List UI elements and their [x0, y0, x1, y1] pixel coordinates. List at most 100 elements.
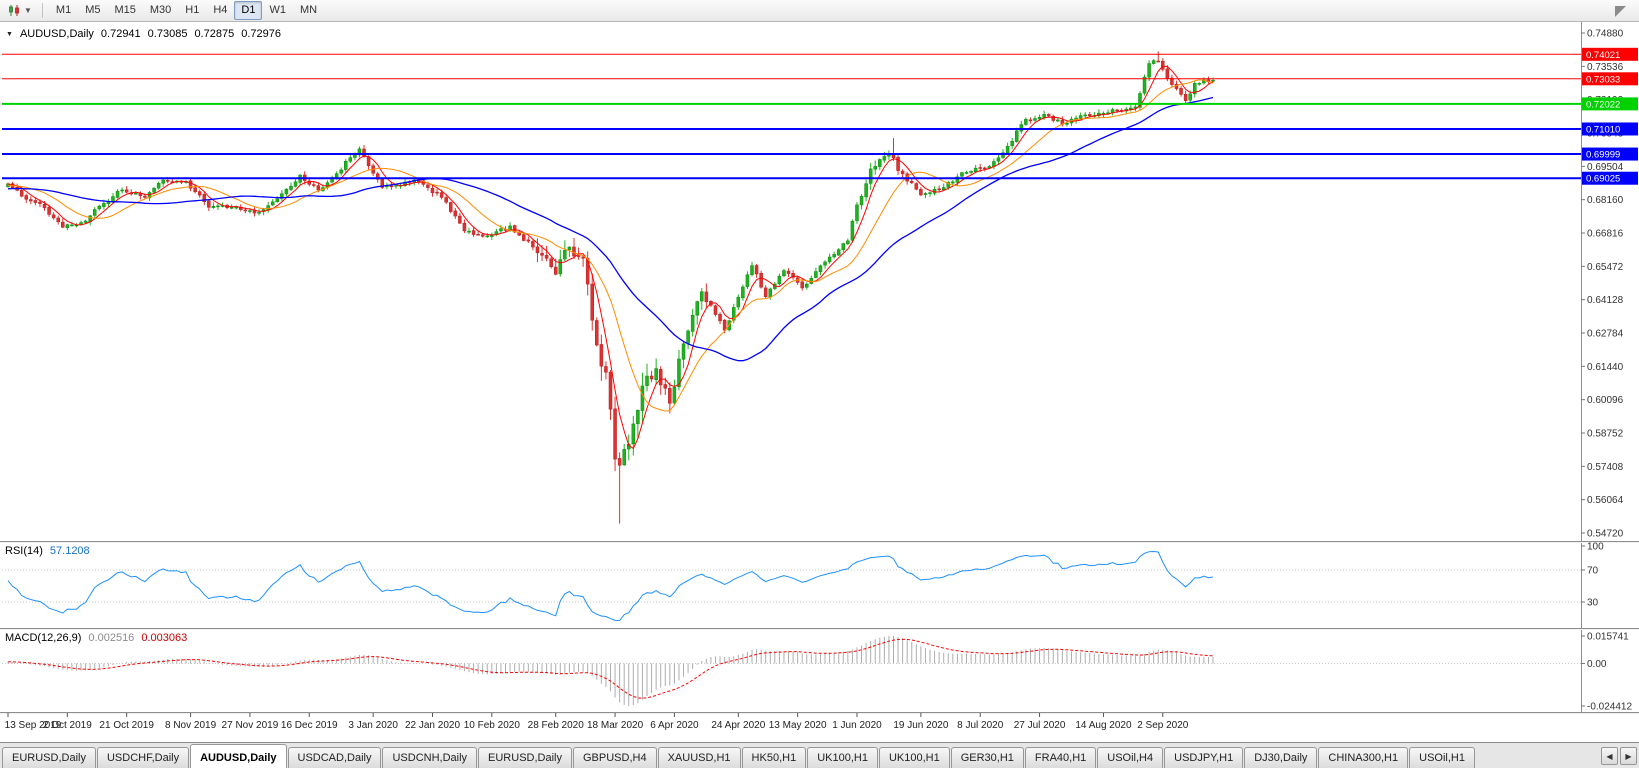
- timeframe-button-m5[interactable]: M5: [85, 4, 101, 16]
- timeframe-button-m15[interactable]: M15: [114, 4, 136, 16]
- svg-text:3 Jan 2020: 3 Jan 2020: [348, 720, 398, 731]
- chart-tab-hk50-h1[interactable]: HK50,H1: [741, 747, 807, 768]
- chart-tab-usdcnh-daily[interactable]: USDCNH,Daily: [382, 747, 478, 768]
- svg-text:8 Nov 2019: 8 Nov 2019: [165, 720, 217, 731]
- chart-tab-gbpusd-h4[interactable]: GBPUSD,H4: [573, 747, 657, 768]
- svg-text:0.73033: 0.73033: [1586, 74, 1620, 85]
- svg-text:2 Oct 2019: 2 Oct 2019: [43, 720, 92, 731]
- toolbar-separator: [41, 3, 43, 18]
- timeframe-button-h4[interactable]: H4: [213, 4, 228, 16]
- chart-tab-usdchf-daily[interactable]: USDCHF,Daily: [96, 747, 190, 768]
- chart-tab-usdjpy-h1[interactable]: USDJPY,H1: [1164, 747, 1244, 768]
- chart-area[interactable]: 0.748800.735360.721920.708480.695040.681…: [0, 22, 1639, 742]
- chart-tab-ger30-h1[interactable]: GER30,H1: [950, 747, 1024, 768]
- chart-tab-usdcad-daily[interactable]: USDCAD,Daily: [287, 747, 382, 768]
- macd-histogram-layer: [7, 636, 1214, 706]
- tabs-scroll-left-button[interactable]: ◀: [1601, 747, 1618, 765]
- svg-text:2 Sep 2020: 2 Sep 2020: [1137, 720, 1189, 731]
- svg-text:0.015741: 0.015741: [1587, 632, 1629, 643]
- svg-text:19 Jun 2020: 19 Jun 2020: [893, 720, 948, 731]
- svg-text:0.62784: 0.62784: [1587, 329, 1624, 340]
- svg-text:0.64128: 0.64128: [1587, 295, 1624, 306]
- chart-tabs: EURUSD,Daily USDCHF,Daily AUDUSD,Daily USDC…: [2, 743, 1520, 768]
- timeframe-button-d1[interactable]: D1: [234, 1, 263, 20]
- svg-text:0.71010: 0.71010: [1586, 124, 1620, 135]
- svg-text:27 Jul 2020: 27 Jul 2020: [1014, 720, 1066, 731]
- svg-text:21 Oct 2019: 21 Oct 2019: [99, 720, 154, 731]
- chevron-down-icon: ▼: [24, 5, 32, 15]
- svg-text:8 Jul 2020: 8 Jul 2020: [957, 720, 1004, 731]
- rsi-panel: 100 70 30: [2, 542, 1604, 609]
- svg-text:0.65472: 0.65472: [1587, 262, 1624, 273]
- candles-layer: [6, 51, 1215, 524]
- timeframe-button-w1[interactable]: W1: [269, 4, 286, 16]
- timeframe-button-m1[interactable]: M1: [55, 4, 72, 16]
- timeframe-button-m30[interactable]: M30: [149, 4, 172, 16]
- candlestick-chart-icon: [9, 5, 19, 16]
- svg-text:0.69999: 0.69999: [1586, 150, 1620, 161]
- svg-text:6 Apr 2020: 6 Apr 2020: [650, 720, 699, 731]
- level-lines-layer: [2, 53, 1581, 180]
- svg-text:28 Feb 2020: 28 Feb 2020: [528, 720, 585, 731]
- rsi-line-layer: [7, 550, 1214, 622]
- chart-tab-audusd-daily[interactable]: AUDUSD,Daily: [190, 744, 287, 768]
- timeframe-button-h1[interactable]: H1: [185, 4, 200, 16]
- chart-tab-eurusd-daily[interactable]: EURUSD,Daily: [478, 747, 572, 768]
- ma-fast-line: [7, 65, 1214, 450]
- svg-text:27 Nov 2019: 27 Nov 2019: [222, 720, 279, 731]
- svg-text:14 Aug 2020: 14 Aug 2020: [1075, 720, 1132, 731]
- chart-type-button[interactable]: ▼: [4, 2, 36, 19]
- svg-text:100: 100: [1587, 542, 1604, 553]
- timeframe-button-mn[interactable]: MN: [299, 4, 318, 16]
- svg-text:0.60096: 0.60096: [1587, 395, 1624, 406]
- rsi-line: [7, 550, 1214, 622]
- svg-text:22 Jan 2020: 22 Jan 2020: [405, 720, 460, 731]
- chart-tab-fra40-h1[interactable]: FRA40,H1: [1024, 747, 1097, 768]
- chart-tab-xauusd-h1[interactable]: XAUUSD,H1: [657, 747, 741, 768]
- chart-tab-china300-h1[interactable]: CHINA300,H1: [1318, 747, 1409, 768]
- svg-text:0.74021: 0.74021: [1586, 50, 1620, 61]
- price-tags-layer: 0.74021 0.73033 0.72022 0.71010 0.69999 0.690…: [1582, 47, 1638, 185]
- timeframe-toolbar: ▼ M1 M5 M15 M30 H1 H4 D1 W1 MN: [0, 0, 1639, 22]
- svg-text:16 Dec 2019: 16 Dec 2019: [281, 720, 338, 731]
- tabs-scroll-right-button[interactable]: ▶: [1620, 747, 1637, 765]
- price-chart-canvas: 0.748800.735360.721920.708480.695040.681…: [0, 22, 1639, 742]
- svg-text:13 May 2020: 13 May 2020: [769, 720, 827, 731]
- chart-shift-marker: [1615, 6, 1626, 17]
- svg-text:0.73536: 0.73536: [1587, 62, 1624, 73]
- macd-panel: 0.015741 0.00 -0.024412: [2, 632, 1632, 713]
- svg-text:0.69025: 0.69025: [1586, 174, 1620, 185]
- chart-tab-bar: EURUSD,Daily USDCHF,Daily AUDUSD,Daily USDC…: [0, 742, 1639, 768]
- chart-tab-uk100-h1[interactable]: UK100,H1: [807, 747, 878, 768]
- tab-scroll-buttons: ◀ ▶: [1601, 747, 1637, 765]
- svg-text:0.61440: 0.61440: [1587, 362, 1624, 373]
- svg-text:0.69504: 0.69504: [1587, 162, 1624, 173]
- svg-text:10 Feb 2020: 10 Feb 2020: [464, 720, 521, 731]
- chart-tab-dj30-daily[interactable]: DJ30,Daily: [1244, 747, 1318, 768]
- panel-frames: [0, 22, 1639, 714]
- svg-text:0.54720: 0.54720: [1587, 529, 1624, 540]
- svg-text:0.66816: 0.66816: [1587, 229, 1624, 240]
- chart-tab-usoil-h4[interactable]: USOil,H4: [1097, 747, 1164, 768]
- chart-tab-uk100-h1[interactable]: UK100,H1: [878, 747, 950, 768]
- timeframe-buttons: M1 M5 M15 M30 H1 H4 D1 W1 MN: [49, 1, 324, 20]
- svg-text:13 Sep 2019: 13 Sep 2019: [5, 720, 62, 731]
- svg-text:18 Mar 2020: 18 Mar 2020: [587, 720, 644, 731]
- svg-text:0.72022: 0.72022: [1586, 99, 1620, 110]
- chart-tab-eurusd-daily[interactable]: EURUSD,Daily: [2, 747, 96, 768]
- svg-text:-0.024412: -0.024412: [1587, 702, 1632, 713]
- svg-text:1 Jun 2020: 1 Jun 2020: [832, 720, 882, 731]
- svg-text:0.00: 0.00: [1587, 659, 1607, 670]
- svg-text:30: 30: [1587, 598, 1599, 609]
- svg-text:0.74880: 0.74880: [1587, 29, 1624, 40]
- svg-text:0.58752: 0.58752: [1587, 429, 1624, 440]
- svg-text:70: 70: [1587, 566, 1599, 577]
- svg-text:24 Apr 2020: 24 Apr 2020: [711, 720, 765, 731]
- macd-signal-line: [8, 638, 1214, 699]
- moving-averages-layer: [7, 65, 1214, 450]
- chart-tab-usoil-h1[interactable]: USOil,H1: [1409, 747, 1475, 768]
- svg-text:0.56064: 0.56064: [1587, 495, 1624, 506]
- svg-text:0.68160: 0.68160: [1587, 195, 1624, 206]
- ma-medium-line: [7, 79, 1214, 412]
